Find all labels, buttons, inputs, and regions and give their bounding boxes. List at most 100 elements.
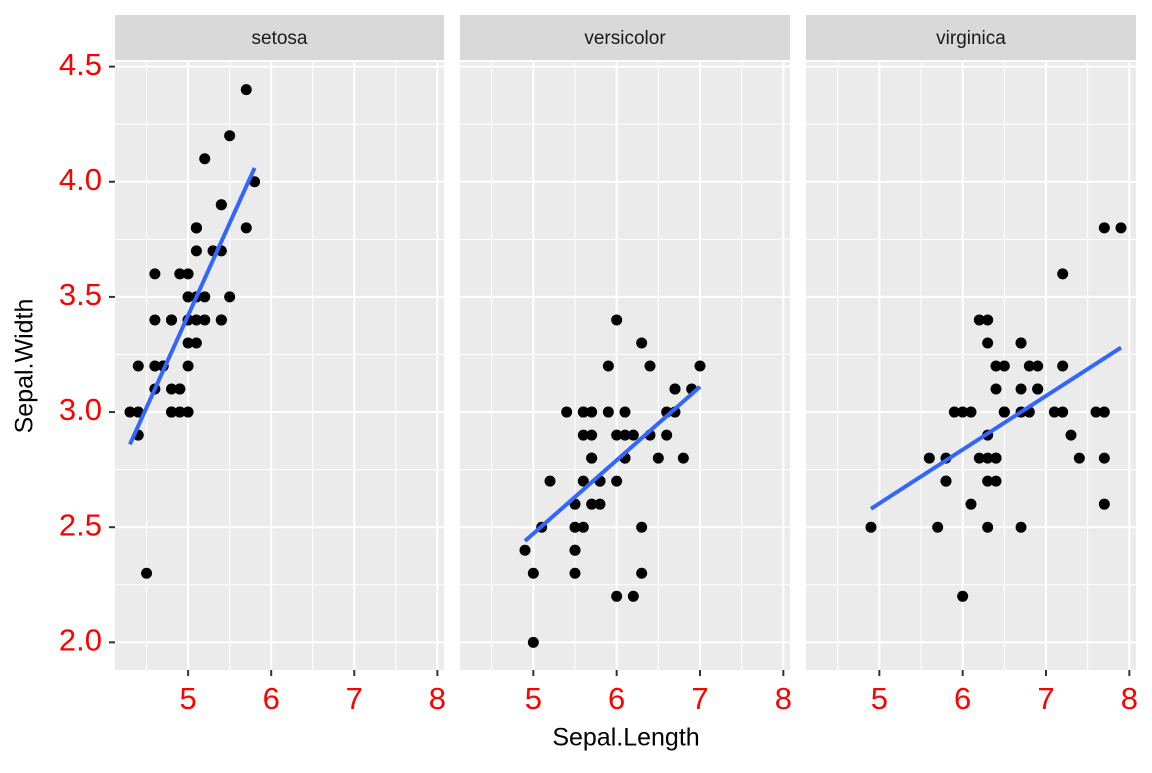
point xyxy=(1015,337,1027,349)
x-tick-label: 6 xyxy=(608,681,625,716)
point xyxy=(190,245,202,257)
point xyxy=(990,452,1002,464)
point xyxy=(182,406,194,418)
point xyxy=(594,498,606,510)
point xyxy=(141,567,153,579)
point xyxy=(636,337,648,349)
point xyxy=(669,383,681,395)
point xyxy=(998,360,1010,372)
point xyxy=(990,475,1002,487)
point xyxy=(1098,452,1110,464)
point xyxy=(602,406,614,418)
x-tick-label: 8 xyxy=(775,681,792,716)
x-tick-label: 6 xyxy=(263,681,280,716)
y-tick-label: 4.5 xyxy=(59,47,102,82)
point xyxy=(1057,406,1069,418)
point xyxy=(586,452,598,464)
point xyxy=(652,452,664,464)
x-tick-label: 5 xyxy=(179,681,196,716)
point xyxy=(249,176,261,188)
point xyxy=(224,291,236,303)
point xyxy=(132,360,144,372)
point xyxy=(190,337,202,349)
point xyxy=(1073,452,1085,464)
point xyxy=(577,429,589,441)
point xyxy=(165,406,177,418)
y-tick-label: 4.0 xyxy=(59,162,102,197)
x-tick-label: 6 xyxy=(954,681,971,716)
point xyxy=(1065,429,1077,441)
x-tick-label: 8 xyxy=(429,681,446,716)
point xyxy=(199,153,211,165)
point xyxy=(677,452,689,464)
point xyxy=(990,360,1002,372)
point xyxy=(932,521,944,533)
point xyxy=(982,337,994,349)
point xyxy=(636,567,648,579)
facet-title: setosa xyxy=(252,28,308,49)
point xyxy=(619,429,631,441)
point xyxy=(190,222,202,234)
point xyxy=(215,199,227,211)
x-axis-title: Sepal.Length xyxy=(552,724,699,752)
point xyxy=(982,475,994,487)
point xyxy=(923,452,935,464)
x-tick-label: 5 xyxy=(871,681,888,716)
fit-line xyxy=(523,385,702,543)
point xyxy=(174,268,186,280)
point xyxy=(611,590,623,602)
point xyxy=(990,383,1002,395)
point xyxy=(973,452,985,464)
point xyxy=(149,268,161,280)
point xyxy=(215,314,227,326)
point xyxy=(636,521,648,533)
x-tick-label: 7 xyxy=(346,681,363,716)
point xyxy=(544,475,556,487)
point xyxy=(527,636,539,648)
point xyxy=(149,360,161,372)
x-tick-label: 8 xyxy=(1121,681,1138,716)
fit-line xyxy=(128,167,257,446)
point xyxy=(586,498,598,510)
point xyxy=(1048,406,1060,418)
point xyxy=(199,314,211,326)
point xyxy=(982,314,994,326)
point xyxy=(165,314,177,326)
point xyxy=(124,406,136,418)
point xyxy=(1057,268,1069,280)
point xyxy=(611,429,623,441)
point xyxy=(627,590,639,602)
point xyxy=(519,544,531,556)
x-tick-label: 5 xyxy=(525,681,542,716)
facet-strip xyxy=(460,15,790,60)
point xyxy=(1090,406,1102,418)
point xyxy=(577,406,589,418)
point xyxy=(165,383,177,395)
point xyxy=(569,567,581,579)
point xyxy=(957,406,969,418)
point xyxy=(182,291,194,303)
point xyxy=(644,360,656,372)
point xyxy=(174,383,186,395)
point xyxy=(577,475,589,487)
panel-background xyxy=(460,62,790,670)
x-tick-label: 7 xyxy=(1037,681,1054,716)
point xyxy=(948,406,960,418)
point xyxy=(865,521,877,533)
point xyxy=(973,314,985,326)
y-tick-label: 2.5 xyxy=(59,507,102,542)
facet-strip xyxy=(115,15,444,60)
point xyxy=(527,567,539,579)
point xyxy=(602,360,614,372)
point xyxy=(1098,222,1110,234)
point xyxy=(577,521,589,533)
point xyxy=(199,291,211,303)
point xyxy=(190,314,202,326)
point xyxy=(1057,360,1069,372)
facet-title: virginica xyxy=(936,28,1006,49)
point xyxy=(627,429,639,441)
point xyxy=(957,590,969,602)
y-axis-title: Sepal.Width xyxy=(11,299,39,434)
point xyxy=(586,429,598,441)
